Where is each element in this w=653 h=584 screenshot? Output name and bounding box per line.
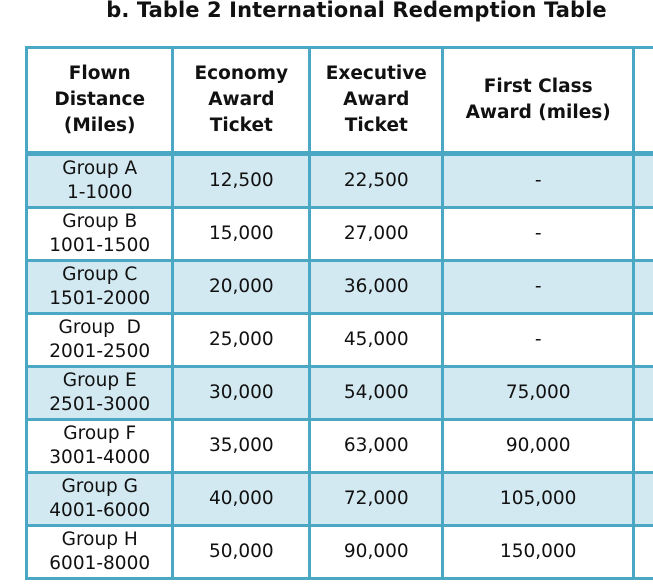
group-label: Group H bbox=[61, 529, 138, 550]
economy-cell: 20,000 bbox=[171, 259, 312, 315]
header-executive: Executive Award Ticket bbox=[308, 46, 445, 156]
header-line: Award bbox=[208, 89, 275, 110]
executive-cell: 72,000 bbox=[308, 471, 445, 527]
economy-cell: 15,000 bbox=[171, 206, 312, 262]
executive-cell: 22,500 bbox=[308, 152, 445, 209]
cut-off-cell bbox=[631, 365, 653, 421]
range-label: 1501-2000 bbox=[49, 288, 151, 309]
economy-cell: 25,000 bbox=[171, 312, 312, 368]
header-line: Flown bbox=[68, 63, 131, 84]
distance-cell: Group C 1501-2000 bbox=[24, 259, 175, 315]
header-first-class: First Class Award (miles) bbox=[441, 46, 636, 156]
economy-cell: 30,000 bbox=[171, 365, 312, 421]
range-label: 4001-6000 bbox=[49, 500, 151, 521]
distance-cell: Group B 1001-1500 bbox=[24, 206, 175, 262]
header-line: Ticket bbox=[209, 115, 273, 136]
cut-off-cell bbox=[631, 312, 653, 368]
table-row: Group A 1-1000 12,500 22,500 - bbox=[24, 152, 653, 209]
distance-cell: Group F 3001-4000 bbox=[24, 418, 175, 474]
distance-cell: Group H 6001-8000 bbox=[24, 524, 175, 580]
cut-off-cell bbox=[631, 418, 653, 474]
group-label: Group G bbox=[61, 476, 138, 497]
executive-cell: 63,000 bbox=[308, 418, 445, 474]
table-title: b. Table 2 International Redemption Tabl… bbox=[0, 0, 653, 22]
executive-cell: 45,000 bbox=[308, 312, 445, 368]
table-row: Group D 2001-2500 25,000 45,000 - bbox=[24, 312, 653, 368]
header-row: Flown Distance (Miles) Economy Award Tic… bbox=[24, 46, 653, 156]
distance-cell: Group D 2001-2500 bbox=[24, 312, 175, 368]
group-label: Group F bbox=[63, 423, 137, 444]
executive-cell: 36,000 bbox=[308, 259, 445, 315]
header-line: Award (miles) bbox=[465, 102, 611, 123]
header-line: Executive bbox=[325, 63, 427, 84]
group-label: Group C bbox=[62, 264, 138, 285]
table-row: Group G 4001-6000 40,000 72,000 105,000 bbox=[24, 471, 653, 527]
cut-off-cell bbox=[631, 471, 653, 527]
range-label: 2001-2500 bbox=[49, 341, 151, 362]
range-label: 6001-8000 bbox=[49, 553, 151, 574]
economy-cell: 12,500 bbox=[171, 152, 312, 209]
header-line: Ticket bbox=[344, 115, 408, 136]
table-row: Group B 1001-1500 15,000 27,000 - bbox=[24, 206, 653, 262]
header-flown-distance: Flown Distance (Miles) bbox=[24, 46, 175, 156]
cut-off-cell bbox=[631, 206, 653, 262]
first-class-cell: 150,000 bbox=[441, 524, 636, 580]
range-label: 1-1000 bbox=[66, 182, 133, 203]
executive-cell: 27,000 bbox=[308, 206, 445, 262]
group-label: Group D bbox=[58, 317, 141, 338]
header-line: Economy bbox=[194, 63, 289, 84]
table-row: Group H 6001-8000 50,000 90,000 150,000 bbox=[24, 524, 653, 580]
group-label: Group A bbox=[62, 158, 138, 179]
header-economy: Economy Award Ticket bbox=[171, 46, 312, 156]
table-row: Group F 3001-4000 35,000 63,000 90,000 bbox=[24, 418, 653, 474]
economy-cell: 35,000 bbox=[171, 418, 312, 474]
header-cut-off-column bbox=[631, 46, 653, 156]
redemption-table: Flown Distance (Miles) Economy Award Tic… bbox=[24, 46, 653, 580]
distance-cell: Group A 1-1000 bbox=[24, 152, 175, 209]
header-line: Distance bbox=[54, 89, 146, 110]
range-label: 1001-1500 bbox=[49, 235, 151, 256]
header-line: Award bbox=[343, 89, 410, 110]
group-label: Group E bbox=[62, 370, 137, 391]
table-row: Group C 1501-2000 20,000 36,000 - bbox=[24, 259, 653, 315]
header-line: First Class bbox=[483, 76, 593, 97]
range-label: 3001-4000 bbox=[49, 447, 151, 468]
first-class-cell: - bbox=[441, 312, 636, 368]
first-class-cell: 75,000 bbox=[441, 365, 636, 421]
first-class-cell: - bbox=[441, 206, 636, 262]
economy-cell: 40,000 bbox=[171, 471, 312, 527]
economy-cell: 50,000 bbox=[171, 524, 312, 580]
executive-cell: 54,000 bbox=[308, 365, 445, 421]
first-class-cell: - bbox=[441, 152, 636, 209]
first-class-cell: 105,000 bbox=[441, 471, 636, 527]
cut-off-cell bbox=[631, 259, 653, 315]
cut-off-cell bbox=[631, 152, 653, 209]
distance-cell: Group G 4001-6000 bbox=[24, 471, 175, 527]
range-label: 2501-3000 bbox=[49, 394, 151, 415]
executive-cell: 90,000 bbox=[308, 524, 445, 580]
header-line: (Miles) bbox=[63, 115, 136, 136]
table-title-text: b. Table 2 International Redemption Tabl… bbox=[106, 0, 607, 22]
group-label: Group B bbox=[62, 211, 138, 232]
first-class-cell: - bbox=[441, 259, 636, 315]
first-class-cell: 90,000 bbox=[441, 418, 636, 474]
distance-cell: Group E 2501-3000 bbox=[24, 365, 175, 421]
cut-off-cell bbox=[631, 524, 653, 580]
table-row: Group E 2501-3000 30,000 54,000 75,000 bbox=[24, 365, 653, 421]
